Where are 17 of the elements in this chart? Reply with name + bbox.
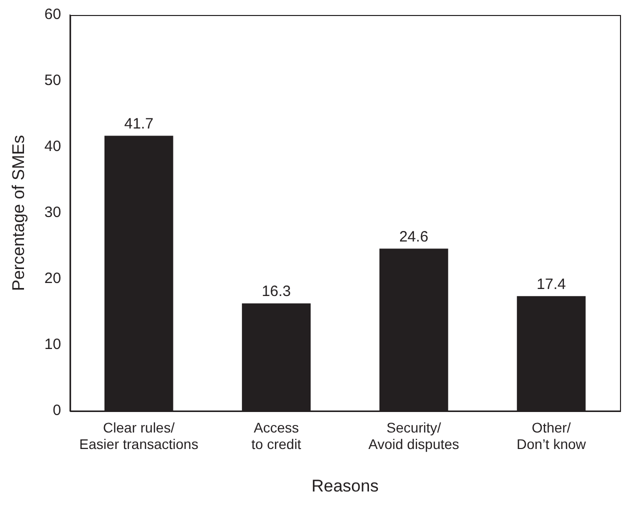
data-label: 16.3 <box>262 283 291 300</box>
x-tick-label: Access to credit <box>251 419 302 452</box>
y-tick-label: 10 <box>44 336 62 354</box>
x-tick-label: Other/ Don’t know <box>516 419 587 452</box>
y-tick-label: 0 <box>52 402 62 420</box>
y-tick-label: 20 <box>44 270 62 288</box>
y-tick-label: 50 <box>44 72 62 90</box>
data-label: 41.7 <box>124 115 154 132</box>
y-tick-label: 40 <box>44 138 62 156</box>
y-tick-label: 30 <box>44 204 62 222</box>
x-tick-label: Clear rules/ Easier transactions <box>79 419 198 452</box>
y-tick-label: 60 <box>44 6 62 24</box>
x-axis-title: Reasons <box>311 476 379 496</box>
y-axis-title: Percentage of SMEs <box>8 135 28 291</box>
data-label: 24.6 <box>399 228 428 246</box>
x-tick-label: Security/ Avoid disputes <box>368 419 460 452</box>
data-label: 17.4 <box>536 276 566 293</box>
